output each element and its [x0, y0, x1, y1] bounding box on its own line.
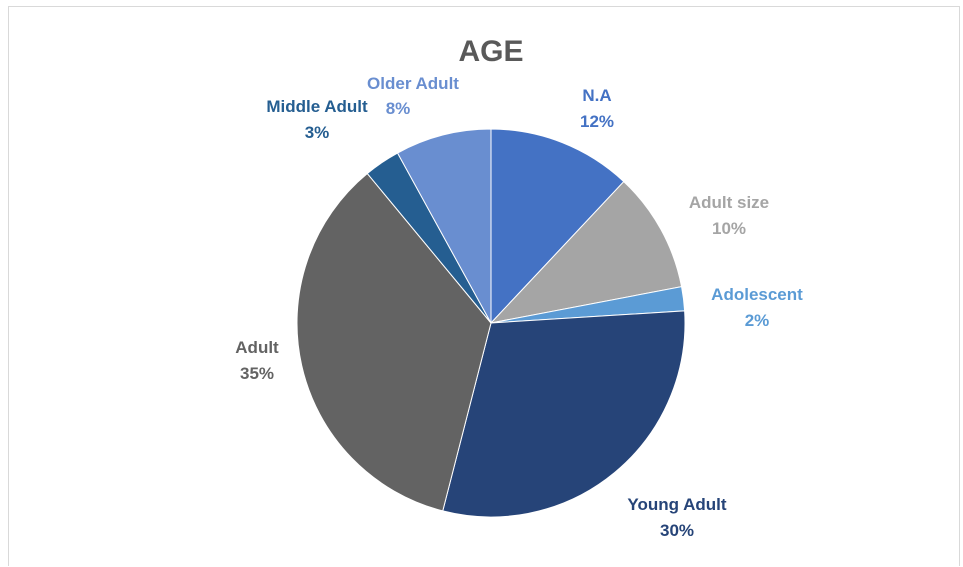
data-label-older-adult: Older Adult 8%: [367, 74, 459, 118]
data-label-young-adult: Young Adult 30%: [627, 495, 726, 540]
data-label-adult: Adult 35%: [235, 338, 279, 383]
pie-slices: [296, 128, 686, 518]
pie-slice-adult-size: [489, 180, 683, 324]
slice-labels: N.A 12% Adult size 10% Adolescent 2% Young Adu…: [235, 74, 803, 540]
pie-slice-adult: [296, 172, 492, 512]
pie-slice-n-a: [490, 128, 625, 325]
data-label-adolescent: Adolescent 2%: [711, 285, 803, 330]
data-label-adult-size: Adult size 10%: [689, 193, 769, 238]
pie-slice-older-adult: [396, 128, 492, 324]
data-label-n-a: N.A 12%: [580, 86, 614, 131]
pie-slice-young-adult: [442, 310, 686, 518]
chart-title: AGE: [458, 35, 523, 68]
data-label-middle-adult: Middle Adult 3%: [266, 97, 368, 142]
